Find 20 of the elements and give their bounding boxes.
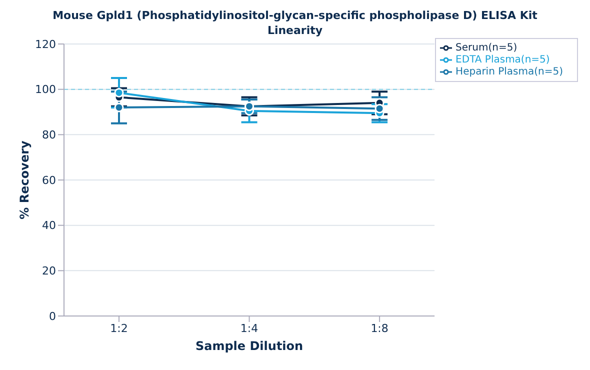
- y-tick-label: 60: [42, 174, 56, 187]
- x-tick-label: 1:2: [110, 322, 128, 335]
- legend-label: Heparin Plasma(n=5): [456, 66, 563, 78]
- y-axis-title: % Recovery: [17, 140, 32, 220]
- x-tick-label: 1:4: [240, 322, 258, 335]
- y-tick-label: 80: [42, 128, 56, 142]
- x-tick-label: 1:8: [370, 322, 388, 335]
- point: [114, 102, 124, 112]
- legend-label: Serum(n=5): [456, 42, 518, 54]
- y-tick-label: 20: [42, 264, 56, 278]
- y-tick-label: 0: [49, 310, 56, 323]
- legend-label: EDTA Plasma(n=5): [456, 54, 550, 66]
- point: [374, 104, 384, 114]
- x-axis-title: Sample Dilution: [195, 339, 304, 353]
- y-tick-label: 40: [42, 219, 56, 232]
- y-tick-label: 120: [35, 38, 56, 51]
- chart-subtitle: Linearity: [266, 23, 324, 38]
- point: [114, 88, 124, 98]
- chart-title: Mouse Gpld1 (Phosphatidylinositol-glycan-specific phospholipase D) ELISA Kit: [52, 8, 538, 23]
- y-tick-label: 100: [35, 83, 56, 96]
